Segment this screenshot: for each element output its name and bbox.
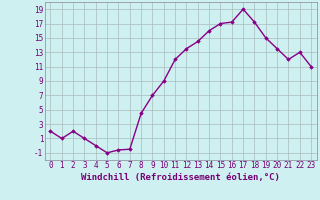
X-axis label: Windchill (Refroidissement éolien,°C): Windchill (Refroidissement éolien,°C) bbox=[81, 173, 280, 182]
